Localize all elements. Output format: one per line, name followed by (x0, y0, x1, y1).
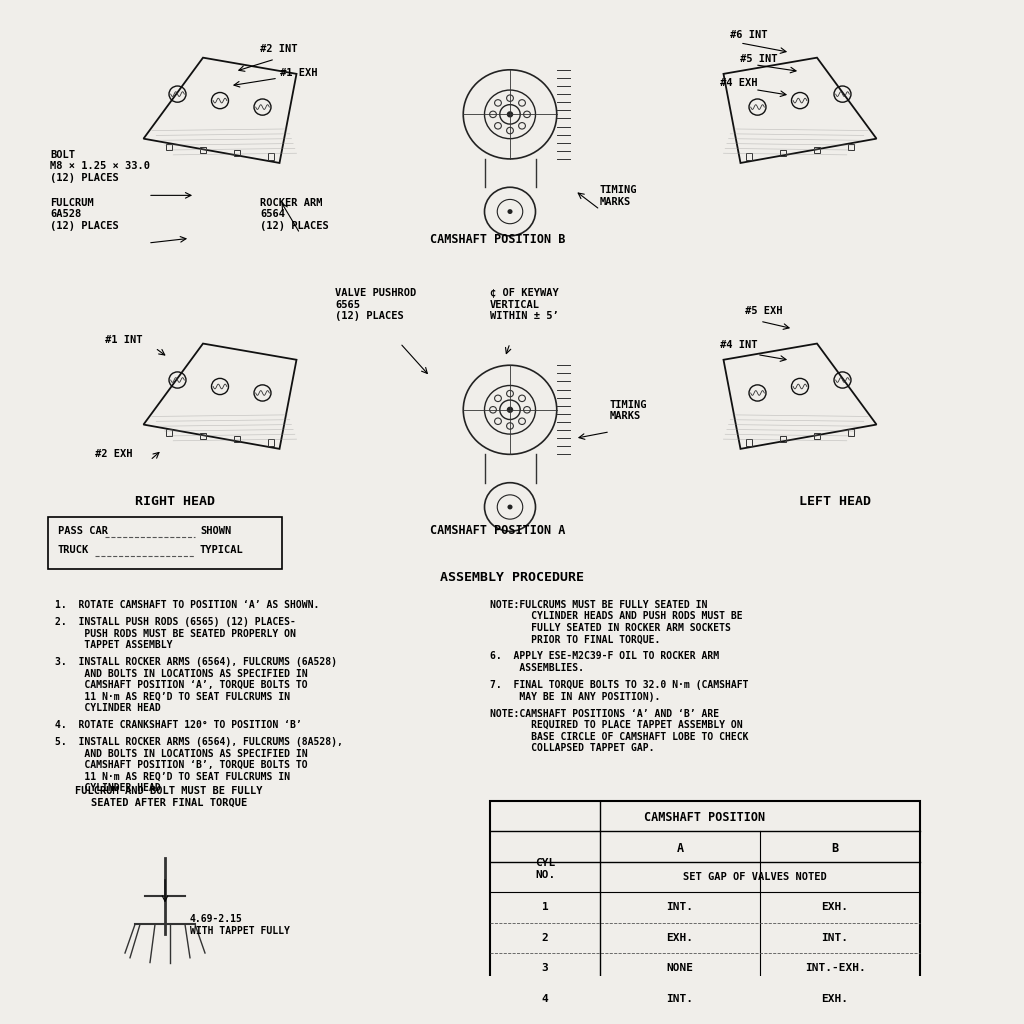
Bar (814, 146, 820, 154)
Text: #4 EXH: #4 EXH (720, 78, 758, 88)
Text: TIMING
MARKS: TIMING MARKS (610, 399, 647, 421)
Text: 3: 3 (542, 964, 549, 973)
Circle shape (508, 408, 513, 413)
Text: CAMSHAFT POSITION ‘B’, TORQUE BOLTS TO: CAMSHAFT POSITION ‘B’, TORQUE BOLTS TO (55, 760, 307, 770)
Text: SHOWN: SHOWN (200, 525, 231, 536)
Bar (166, 429, 172, 436)
Text: 2: 2 (542, 933, 549, 943)
Text: REQUIRED TO PLACE TAPPET ASSEMBLY ON: REQUIRED TO PLACE TAPPET ASSEMBLY ON (490, 720, 742, 730)
Bar (779, 436, 786, 442)
Text: 5.  INSTALL ROCKER ARMS (6564), FULCRUMS (8A528),: 5. INSTALL ROCKER ARMS (6564), FULCRUMS … (55, 737, 343, 748)
Text: NOTE:CAMSHAFT POSITIONS ‘A’ AND ‘B’ ARE: NOTE:CAMSHAFT POSITIONS ‘A’ AND ‘B’ ARE (490, 709, 719, 719)
Text: TYPICAL: TYPICAL (200, 545, 244, 555)
Text: 7.  FINAL TORQUE BOLTS TO 32.0 N·m (CAMSHAFT: 7. FINAL TORQUE BOLTS TO 32.0 N·m (CAMSH… (490, 680, 749, 690)
Text: CYLINDER HEAD: CYLINDER HEAD (55, 783, 161, 793)
Bar (745, 439, 753, 445)
Circle shape (508, 112, 513, 117)
Text: EXH.: EXH. (821, 993, 849, 1004)
Text: B: B (831, 842, 839, 855)
Text: AND BOLTS IN LOCATIONS AS SPECIFIED IN: AND BOLTS IN LOCATIONS AS SPECIFIED IN (55, 749, 307, 759)
Text: CAMSHAFT POSITION ‘A’, TORQUE BOLTS TO: CAMSHAFT POSITION ‘A’, TORQUE BOLTS TO (55, 680, 307, 690)
Bar (267, 154, 274, 160)
Text: CYL
NO.: CYL NO. (535, 858, 555, 880)
Text: AND BOLTS IN LOCATIONS AS SPECIFIED IN: AND BOLTS IN LOCATIONS AS SPECIFIED IN (55, 669, 307, 679)
Bar (848, 143, 854, 150)
Text: INT.: INT. (821, 933, 849, 943)
Text: A: A (677, 842, 684, 855)
Text: #1 EXH: #1 EXH (280, 69, 317, 78)
Text: 4: 4 (542, 993, 549, 1004)
Text: #4 INT: #4 INT (720, 340, 758, 350)
Text: #5 EXH: #5 EXH (745, 306, 782, 316)
Text: PUSH RODS MUST BE SEATED PROPERLY ON: PUSH RODS MUST BE SEATED PROPERLY ON (55, 629, 296, 639)
Text: 4.  ROTATE CRANKSHAFT 120° TO POSITION ‘B’: 4. ROTATE CRANKSHAFT 120° TO POSITION ‘B… (55, 720, 302, 730)
Text: ASSEMBLY PROCEDURE: ASSEMBLY PROCEDURE (440, 571, 584, 585)
Text: #2 INT: #2 INT (260, 44, 298, 54)
Text: CYLINDER HEAD: CYLINDER HEAD (55, 702, 161, 713)
Text: 11 N·m AS REQ’D TO SEAT FULCRUMS IN: 11 N·m AS REQ’D TO SEAT FULCRUMS IN (55, 771, 290, 781)
Text: CAMSHAFT POSITION: CAMSHAFT POSITION (644, 811, 766, 824)
Text: NONE: NONE (667, 964, 693, 973)
Text: BASE CIRCLE OF CAMSHAFT LOBE TO CHECK: BASE CIRCLE OF CAMSHAFT LOBE TO CHECK (490, 731, 749, 741)
Text: VALVE PUSHROD
6565
(12) PLACES: VALVE PUSHROD 6565 (12) PLACES (335, 288, 416, 322)
Bar (166, 143, 172, 150)
Bar (779, 150, 786, 157)
Text: INT.: INT. (667, 902, 693, 912)
Text: BOLT
M8 × 1.25 × 33.0
(12) PLACES: BOLT M8 × 1.25 × 33.0 (12) PLACES (50, 150, 150, 183)
Text: EXH.: EXH. (821, 902, 849, 912)
Text: #5 INT: #5 INT (740, 54, 777, 63)
Text: FULCRUM
6A528
(12) PLACES: FULCRUM 6A528 (12) PLACES (50, 198, 119, 230)
Text: TAPPET ASSEMBLY: TAPPET ASSEMBLY (55, 640, 172, 650)
Bar (200, 146, 207, 154)
Text: 3.  INSTALL ROCKER ARMS (6564), FULCRUMS (6A528): 3. INSTALL ROCKER ARMS (6564), FULCRUMS … (55, 657, 337, 668)
Text: 1: 1 (542, 902, 549, 912)
Text: NOTE:FULCRUMS MUST BE FULLY SEATED IN: NOTE:FULCRUMS MUST BE FULLY SEATED IN (490, 600, 708, 610)
Text: #1 INT: #1 INT (105, 335, 142, 345)
Bar (267, 439, 274, 445)
Text: CYLINDER HEADS AND PUSH RODS MUST BE: CYLINDER HEADS AND PUSH RODS MUST BE (490, 611, 742, 622)
Text: CAMSHAFT POSITION B: CAMSHAFT POSITION B (430, 233, 565, 246)
Text: TRUCK: TRUCK (58, 545, 89, 555)
Circle shape (508, 209, 513, 214)
Bar (233, 150, 241, 157)
Text: INT.-EXH.: INT.-EXH. (805, 964, 865, 973)
Bar (233, 436, 241, 442)
Text: #6 INT: #6 INT (730, 30, 768, 40)
Text: CAMSHAFT POSITION A: CAMSHAFT POSITION A (430, 523, 565, 537)
Circle shape (508, 505, 513, 509)
Text: COLLAPSED TAPPET GAP.: COLLAPSED TAPPET GAP. (490, 743, 654, 753)
Text: PRIOR TO FINAL TORQUE.: PRIOR TO FINAL TORQUE. (490, 634, 660, 644)
Text: FULCRUM AND BOLT MUST BE FULLY
SEATED AFTER FINAL TORQUE: FULCRUM AND BOLT MUST BE FULLY SEATED AF… (75, 785, 262, 807)
Bar (490, 801, 920, 1015)
Bar (200, 433, 207, 439)
Text: ¢ OF KEYWAY
VERTICAL
WITHIN ± 5’: ¢ OF KEYWAY VERTICAL WITHIN ± 5’ (490, 288, 559, 322)
Text: INT.: INT. (667, 993, 693, 1004)
Bar (745, 154, 753, 160)
Text: TIMING
MARKS: TIMING MARKS (600, 185, 638, 207)
Text: 6.  APPLY ESE-M2C39-F OIL TO ROCKER ARM: 6. APPLY ESE-M2C39-F OIL TO ROCKER ARM (490, 651, 719, 662)
Text: EXH.: EXH. (667, 933, 693, 943)
Bar (848, 429, 854, 436)
Text: ASSEMBLIES.: ASSEMBLIES. (490, 663, 584, 673)
Text: 11 N·m AS REQ’D TO SEAT FULCRUMS IN: 11 N·m AS REQ’D TO SEAT FULCRUMS IN (55, 691, 290, 701)
Text: ROCKER ARM
6564
(12) PLACES: ROCKER ARM 6564 (12) PLACES (260, 198, 329, 230)
Text: MAY BE IN ANY POSITION).: MAY BE IN ANY POSITION). (490, 691, 660, 701)
Text: 4.69-2.15
WITH TAPPET FULLY: 4.69-2.15 WITH TAPPET FULLY (190, 914, 290, 936)
Text: RIGHT HEAD: RIGHT HEAD (135, 495, 215, 508)
Text: 2.  INSTALL PUSH RODS (6565) (12) PLACES-: 2. INSTALL PUSH RODS (6565) (12) PLACES- (55, 617, 296, 627)
Text: 1.  ROTATE CAMSHAFT TO POSITION ‘A’ AS SHOWN.: 1. ROTATE CAMSHAFT TO POSITION ‘A’ AS SH… (55, 600, 319, 610)
Text: LEFT HEAD: LEFT HEAD (799, 495, 871, 508)
Bar (814, 433, 820, 439)
Text: SET GAP OF VALVES NOTED: SET GAP OF VALVES NOTED (683, 871, 826, 882)
Text: #2 EXH: #2 EXH (95, 450, 132, 460)
Text: FULLY SEATED IN ROCKER ARM SOCKETS: FULLY SEATED IN ROCKER ARM SOCKETS (490, 623, 731, 633)
Text: PASS CAR: PASS CAR (58, 525, 108, 536)
